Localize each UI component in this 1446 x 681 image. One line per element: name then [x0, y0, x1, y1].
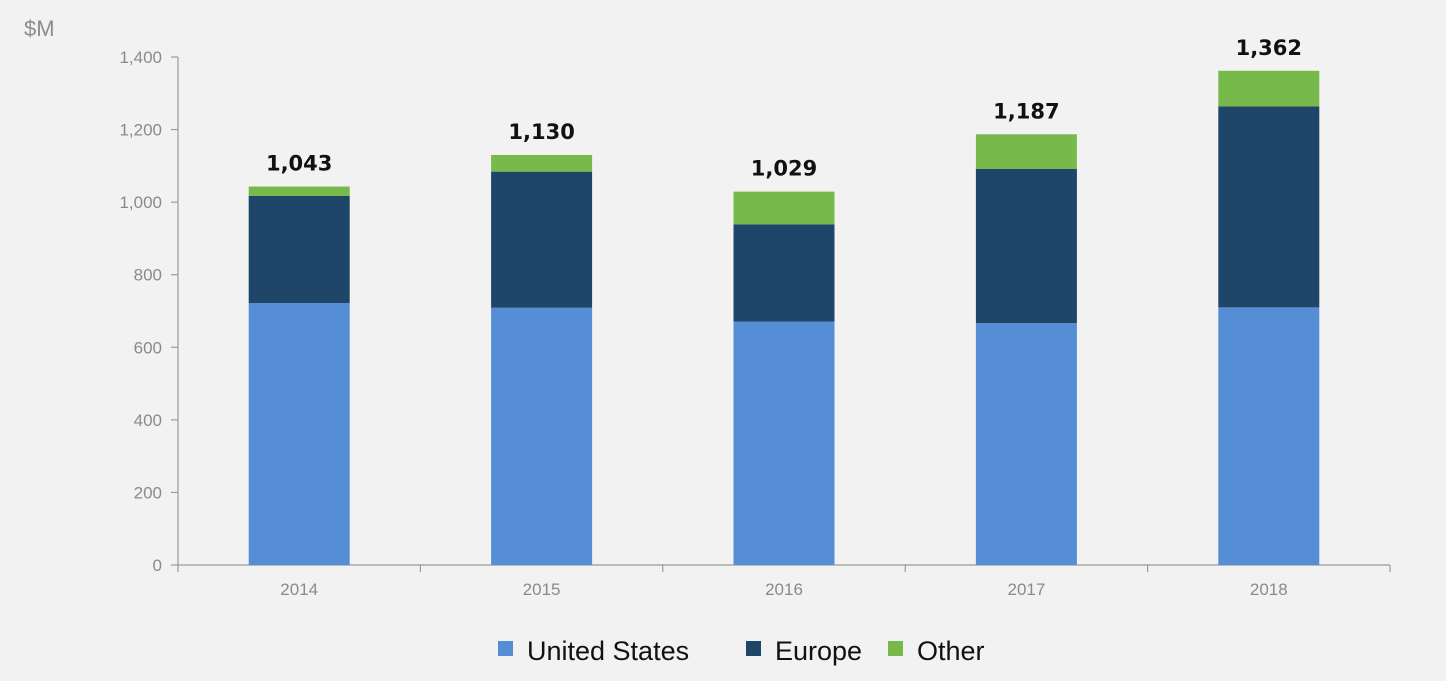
legend-swatch-united-states — [498, 641, 513, 656]
x-tick-label: 2015 — [523, 580, 561, 599]
y-tick-label: 200 — [134, 483, 162, 502]
totals-group: 1,043 1,130 1,029 1,187 1,362 — [266, 36, 1302, 181]
bar-segment-united-states — [491, 307, 593, 565]
legend-label-europe: Europe — [775, 636, 862, 666]
bars-group — [248, 70, 1320, 565]
bar-segment-other — [491, 154, 593, 172]
bar-segment-united-states — [733, 321, 835, 565]
y-axis: 0 200 400 600 800 1,000 1,200 1,400 — [119, 48, 179, 575]
bar-segment-united-states — [975, 322, 1077, 565]
y-tick-label: 600 — [134, 338, 162, 357]
bar-segment-other — [975, 134, 1077, 169]
bar-segment-other — [1218, 70, 1320, 107]
legend-swatch-other — [888, 641, 903, 656]
total-label: 1,029 — [751, 157, 817, 181]
bar-segment-other — [733, 191, 835, 225]
bar-segment-europe — [491, 171, 593, 308]
total-label: 1,130 — [508, 120, 574, 144]
bar-segment-europe — [733, 224, 835, 322]
bar-segment-europe — [1218, 106, 1320, 308]
x-tick-label: 2017 — [1007, 580, 1045, 599]
bar-segment-other — [248, 186, 350, 196]
bar-segment-europe — [248, 195, 350, 304]
bar-segment-europe — [975, 168, 1077, 323]
y-tick-label: 400 — [134, 411, 162, 430]
y-tick-label: 1,400 — [119, 48, 162, 67]
x-tick-label: 2016 — [765, 580, 803, 599]
y-tick-label: 1,000 — [119, 193, 162, 212]
x-tick-label: 2014 — [280, 580, 318, 599]
unit-label: $M — [24, 16, 55, 41]
x-axis: 2014 2015 2016 2017 2018 — [177, 564, 1391, 599]
legend-label-other: Other — [917, 636, 985, 666]
total-label: 1,043 — [266, 152, 332, 176]
bar-segment-united-states — [1218, 307, 1320, 565]
y-tick-label: 800 — [134, 266, 162, 285]
legend: United States Europe Other — [498, 636, 985, 666]
legend-swatch-europe — [746, 641, 761, 656]
y-tick-label: 0 — [153, 556, 162, 575]
legend-label-united-states: United States — [527, 636, 689, 666]
total-label: 1,187 — [993, 99, 1059, 123]
bar-segment-united-states — [248, 303, 350, 565]
total-label: 1,362 — [1236, 36, 1302, 60]
x-tick-label: 2018 — [1250, 580, 1288, 599]
y-tick-label: 1,200 — [119, 121, 162, 140]
